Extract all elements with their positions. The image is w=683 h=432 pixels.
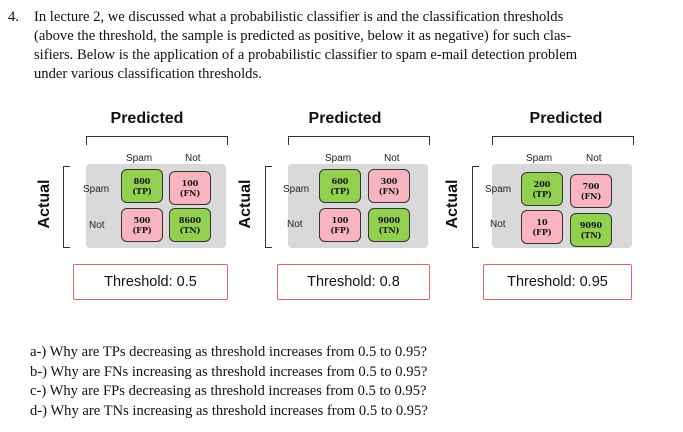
predicted-bracket: [492, 136, 634, 145]
predicted-title: Predicted: [529, 110, 603, 127]
cell-tp: 800 (TP): [121, 169, 163, 203]
row-header-not: Not: [287, 219, 303, 230]
actual-bracket: [472, 166, 479, 248]
cell-tp: 600 (TP): [319, 169, 361, 203]
row-header-not: Not: [490, 219, 506, 230]
cell-tn: 8600 (TN): [169, 208, 211, 242]
predicted-bracket: [86, 136, 228, 145]
actual-bracket: [63, 166, 70, 248]
predicted-bracket: [288, 136, 430, 145]
intro-line-4: under various classification thresholds.: [34, 66, 262, 82]
column-header-not: Not: [185, 153, 201, 164]
confusion-matrix-panel-3: Predicted Actual Spam Not Spam Not 200 (T…: [436, 104, 636, 304]
column-header-not: Not: [384, 153, 400, 164]
threshold-box-2: Threshold: 0.8: [277, 264, 430, 300]
cell-fp: 100 (FP): [319, 208, 361, 242]
cell-fp: 500 (FP): [121, 208, 163, 242]
confusion-matrix-panel-1: Predicted Actual Spam Not Spam Not 800 (T…: [33, 104, 233, 304]
question-b: b-) Why are FNs increasing as threshold …: [30, 363, 428, 380]
cell-fn: 700 (FN): [570, 174, 612, 208]
cell-tp: 200 (TP): [521, 172, 563, 206]
cell-fn: 100 (FN): [169, 171, 211, 205]
row-header-spam: Spam: [83, 184, 110, 195]
cell-tn: 9090 (TN): [570, 213, 612, 247]
row-header-not: Not: [89, 220, 105, 231]
question-c: c-) Why are FPs decreasing as threshold …: [30, 383, 427, 399]
column-header-not: Not: [586, 153, 602, 164]
actual-title: Actual: [237, 179, 254, 229]
predicted-title: Predicted: [110, 110, 184, 127]
intro-line-2: (above the threshold, the sample is pred…: [34, 28, 571, 44]
cell-tn: 9000 (TN): [368, 208, 410, 242]
actual-title: Actual: [444, 179, 461, 229]
question-list: a-) Why are TPs decreasing as threshold …: [30, 343, 428, 421]
row-header-spam: Spam: [485, 184, 512, 195]
row-header-spam: Spam: [283, 184, 310, 195]
confusion-matrix-panel-2: Predicted Actual Spam Not Spam Not 600 (T…: [233, 104, 433, 304]
actual-title: Actual: [36, 179, 53, 229]
intro-line-1: 4. In lecture 2, we discussed what a prob…: [8, 9, 564, 25]
threshold-box-3: Threshold: 0.95: [483, 264, 632, 300]
question-a: a-) Why are TPs decreasing as threshold …: [30, 344, 428, 360]
threshold-box-1: Threshold: 0.5: [73, 264, 228, 300]
cell-fn: 300 (FN): [368, 169, 410, 203]
column-header-spam: Spam: [126, 153, 153, 164]
question-d: d-) Why are TNs increasing as threshold …: [30, 402, 428, 419]
problem-statement: 4. In lecture 2, we discussed what a prob…: [8, 8, 676, 84]
intro-line-3: sifiers. Below is the application of a p…: [34, 47, 578, 63]
problem-number: 4.: [8, 9, 19, 25]
predicted-title: Predicted: [308, 110, 382, 127]
column-header-spam: Spam: [526, 153, 553, 164]
cell-fp: 10 (FP): [521, 210, 563, 244]
column-header-spam: Spam: [325, 153, 352, 164]
actual-bracket: [265, 166, 272, 248]
